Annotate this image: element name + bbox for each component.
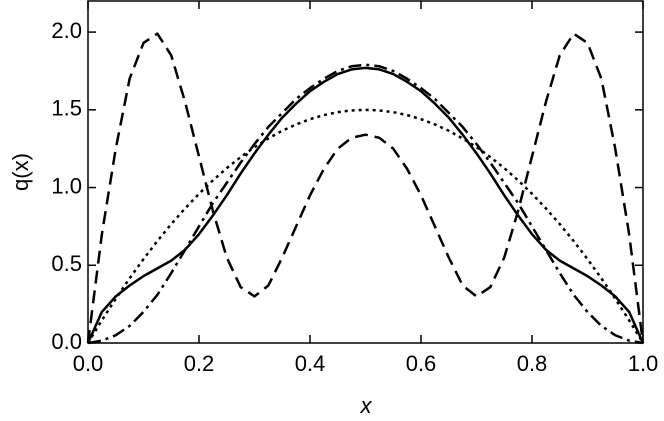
x-tick-label: 0.4 bbox=[295, 351, 326, 376]
y-tick-label: 0.5 bbox=[51, 251, 82, 276]
y-tick-label: 0.0 bbox=[51, 329, 82, 354]
x-tick-label: 0.0 bbox=[73, 351, 104, 376]
x-tick-label: 0.6 bbox=[406, 351, 437, 376]
curve bbox=[87, 63, 644, 345]
y-tick-label: 1.0 bbox=[51, 173, 82, 198]
y-tick-label: 1.5 bbox=[51, 96, 82, 121]
curve bbox=[86, 32, 645, 344]
x-tick-label: 0.2 bbox=[184, 351, 215, 376]
curve bbox=[86, 108, 645, 344]
x-axis-label: x bbox=[360, 393, 373, 418]
y-tick-label: 2.0 bbox=[51, 18, 82, 43]
x-tick-label: 1.0 bbox=[628, 351, 659, 376]
x-tick-label: 0.8 bbox=[517, 351, 548, 376]
y-axis-label: q(x) bbox=[8, 153, 33, 191]
curve bbox=[86, 66, 645, 344]
plot-frame bbox=[87, 0, 644, 344]
